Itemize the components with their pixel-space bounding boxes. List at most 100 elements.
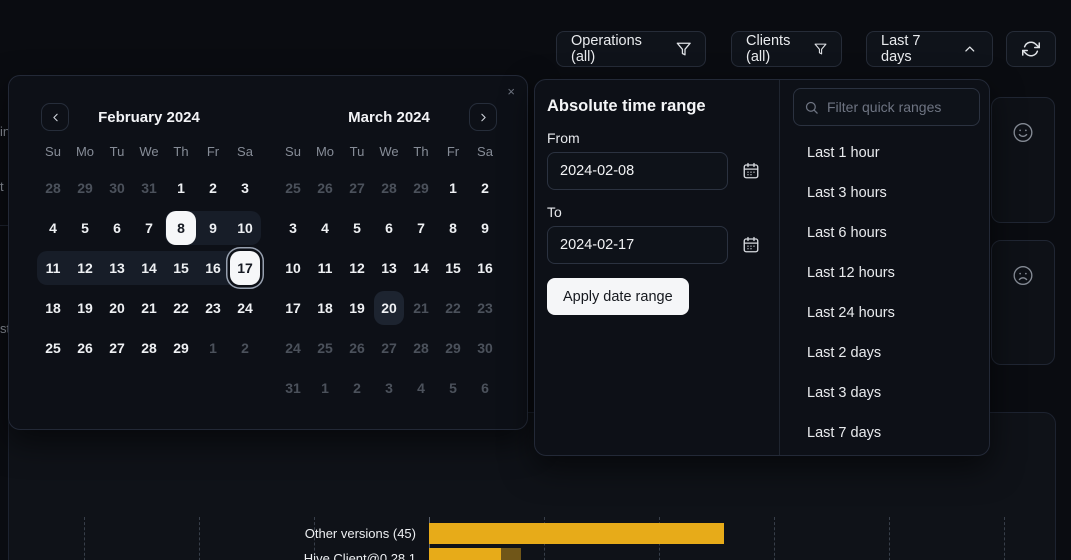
calendar-day[interactable]: 18 [309, 288, 341, 328]
calendar-day[interactable]: 21 [405, 288, 437, 328]
calendar-day[interactable]: 25 [37, 328, 69, 368]
calendar-day[interactable]: 15 [165, 248, 197, 288]
calendar-day[interactable]: 31 [277, 368, 309, 408]
quick-ranges-filter-input[interactable] [827, 99, 969, 115]
calendar-day[interactable]: 4 [405, 368, 437, 408]
quick-range-item[interactable]: Last 1 hour [807, 145, 880, 161]
calendar-day[interactable]: 29 [69, 168, 101, 208]
calendar-day[interactable]: 6 [469, 368, 501, 408]
calendar-day[interactable]: 18 [37, 288, 69, 328]
refresh-button[interactable] [1006, 31, 1056, 67]
clients-filter-button[interactable]: Clients (all) [731, 31, 842, 67]
calendar-day[interactable]: 20 [373, 288, 405, 328]
calendar-day[interactable]: 30 [101, 168, 133, 208]
quick-range-item[interactable]: Last 6 hours [807, 225, 887, 241]
calendar-day[interactable]: 1 [165, 168, 197, 208]
calendar-day[interactable]: 25 [309, 328, 341, 368]
calendar-day[interactable]: 7 [133, 208, 165, 248]
calendar-day[interactable]: 8 [437, 208, 469, 248]
calendar-day[interactable]: 28 [405, 328, 437, 368]
time-range-button[interactable]: Last 7 days [866, 31, 993, 67]
calendar-day[interactable]: 21 [133, 288, 165, 328]
calendar-day[interactable]: 5 [437, 368, 469, 408]
calendar-day[interactable]: 10 [277, 248, 309, 288]
quick-range-item[interactable]: Last 12 hours [807, 265, 895, 281]
calendar-day[interactable]: 11 [37, 248, 69, 288]
calendar-day[interactable]: 3 [229, 168, 261, 208]
calendar-day[interactable]: 13 [373, 248, 405, 288]
calendar-day[interactable]: 2 [469, 168, 501, 208]
calendar-day[interactable]: 25 [277, 168, 309, 208]
calendar-day[interactable]: 1 [197, 328, 229, 368]
calendar-day[interactable]: 28 [373, 168, 405, 208]
quick-range-item[interactable]: Last 7 days [807, 425, 882, 441]
calendar-day[interactable]: 29 [437, 328, 469, 368]
calendar-day[interactable]: 27 [373, 328, 405, 368]
calendar-day[interactable]: 2 [341, 368, 373, 408]
calendar-day[interactable]: 17 [229, 248, 261, 288]
quick-range-item[interactable]: Last 24 hours [807, 305, 895, 321]
calendar-day[interactable]: 5 [69, 208, 101, 248]
calendar-day[interactable]: 29 [165, 328, 197, 368]
calendar-day[interactable]: 9 [197, 208, 229, 248]
calendar-day[interactable]: 14 [405, 248, 437, 288]
calendar-day[interactable]: 15 [437, 248, 469, 288]
from-date-input[interactable] [547, 152, 728, 190]
calendar-day[interactable]: 16 [469, 248, 501, 288]
calendar-day[interactable]: 27 [101, 328, 133, 368]
quick-ranges-search[interactable] [793, 88, 980, 126]
calendar-day[interactable]: 23 [469, 288, 501, 328]
calendar-day[interactable]: 16 [197, 248, 229, 288]
calendar-day[interactable]: 17 [277, 288, 309, 328]
calendar-day[interactable]: 20 [101, 288, 133, 328]
calendar-day[interactable]: 12 [69, 248, 101, 288]
calendar-day[interactable]: 27 [341, 168, 373, 208]
calendar-day[interactable]: 3 [277, 208, 309, 248]
calendar-day[interactable]: 5 [341, 208, 373, 248]
calendar-day[interactable]: 31 [133, 168, 165, 208]
calendar-day[interactable]: 30 [469, 328, 501, 368]
close-icon[interactable]: × [507, 84, 515, 99]
calendar-day[interactable]: 19 [69, 288, 101, 328]
calendar-day[interactable]: 22 [165, 288, 197, 328]
previous-month-button[interactable] [41, 103, 69, 131]
calendar-day[interactable]: 29 [405, 168, 437, 208]
calendar-day[interactable]: 14 [133, 248, 165, 288]
calendar-day[interactable]: 6 [101, 208, 133, 248]
calendar-day[interactable]: 23 [197, 288, 229, 328]
quick-range-item[interactable]: Last 3 hours [807, 185, 887, 201]
bar[interactable] [429, 547, 501, 560]
calendar-day[interactable]: 1 [309, 368, 341, 408]
to-date-input[interactable] [547, 226, 728, 264]
calendar-day[interactable]: 11 [309, 248, 341, 288]
calendar-day[interactable]: 24 [229, 288, 261, 328]
calendar-day[interactable]: 19 [341, 288, 373, 328]
calendar-day[interactable]: 6 [373, 208, 405, 248]
calendar-day[interactable]: 1 [437, 168, 469, 208]
calendar-day[interactable]: 10 [229, 208, 261, 248]
quick-range-item[interactable]: Last 2 days [807, 345, 882, 361]
calendar-day[interactable]: 3 [373, 368, 405, 408]
bar-secondary-segment[interactable] [501, 547, 521, 560]
calendar-day[interactable]: 4 [37, 208, 69, 248]
calendar-day[interactable]: 13 [101, 248, 133, 288]
bar[interactable] [429, 522, 724, 544]
apply-date-range-button[interactable]: Apply date range [547, 278, 689, 315]
calendar-day[interactable]: 12 [341, 248, 373, 288]
calendar-day[interactable]: 26 [309, 168, 341, 208]
calendar-day[interactable]: 8 [165, 208, 197, 248]
quick-range-item[interactable]: Last 3 days [807, 385, 882, 401]
calendar-day[interactable]: 2 [197, 168, 229, 208]
calendar-day[interactable]: 24 [277, 328, 309, 368]
calendar-day[interactable]: 2 [229, 328, 261, 368]
calendar-day[interactable]: 22 [437, 288, 469, 328]
calendar-day[interactable]: 9 [469, 208, 501, 248]
next-month-button[interactable] [469, 103, 497, 131]
calendar-day[interactable]: 28 [37, 168, 69, 208]
calendar-icon[interactable] [742, 162, 760, 180]
calendar-icon[interactable] [742, 236, 760, 254]
calendar-day[interactable]: 4 [309, 208, 341, 248]
operations-filter-button[interactable]: Operations (all) [556, 31, 706, 67]
calendar-day[interactable]: 7 [405, 208, 437, 248]
calendar-day[interactable]: 26 [69, 328, 101, 368]
